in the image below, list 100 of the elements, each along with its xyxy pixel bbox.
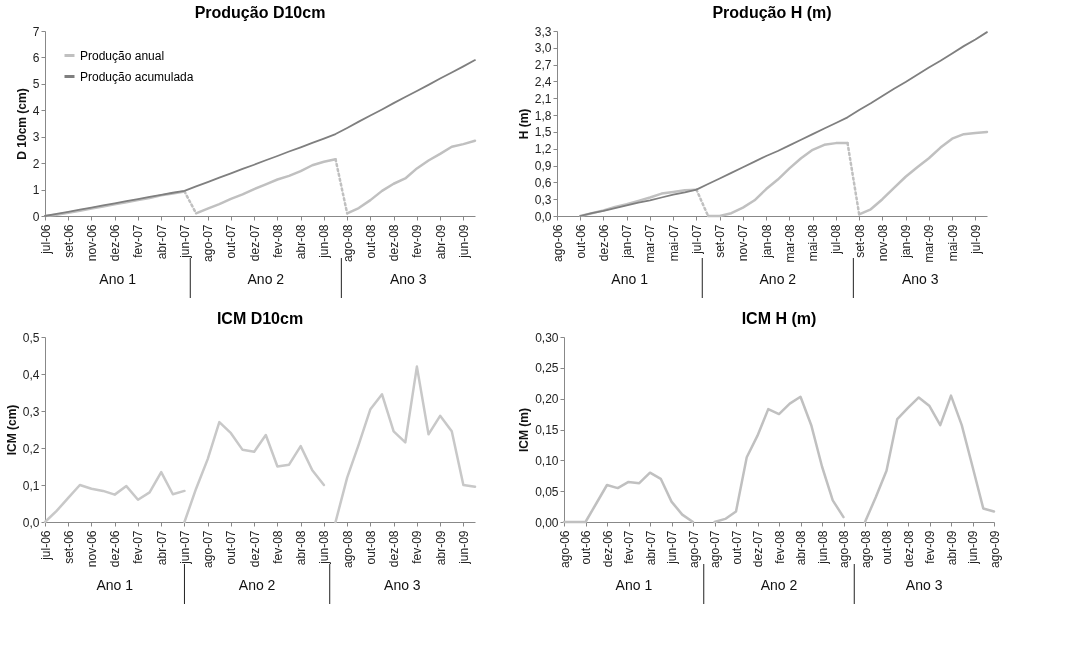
y-tick-label: 2,4 — [534, 74, 552, 89]
x-tick-label: mar-08 — [782, 224, 797, 263]
x-tick-label: jan-07 — [620, 224, 635, 259]
x-tick-label: jun-07 — [177, 530, 192, 565]
x-tick-label: set-06 — [61, 530, 76, 564]
x-tick-label: out-08 — [880, 530, 894, 565]
x-tick-label: abr-08 — [794, 530, 808, 566]
x-tick-label: ago-06 — [550, 224, 565, 262]
text: Ano 1 — [99, 271, 137, 287]
x-tick-label: nov-08 — [875, 224, 890, 262]
x-tick-label: dez-07 — [247, 530, 262, 568]
text: Ano 2 — [238, 577, 276, 593]
x-tick-label: set-07 — [713, 224, 728, 258]
y-tick-label: 7 — [32, 24, 40, 39]
x-tick-label: dez-08 — [901, 530, 916, 568]
x-tick-label: mar-09 — [922, 224, 937, 263]
x-tick-label: abr-07 — [154, 224, 169, 260]
x-tick-label: mai-08 — [806, 224, 821, 262]
x-tick-label: nov-06 — [84, 530, 99, 568]
x-tick-label: ago-08 — [837, 530, 851, 568]
chart-title: ICM H (m) — [741, 310, 817, 327]
x-tick-label: jul-06 — [38, 224, 53, 255]
x-tick-label: dez-06 — [596, 224, 611, 262]
text: Ano 3 — [384, 577, 421, 593]
y-tick-label: 3,0 — [534, 41, 552, 56]
x-tick-label: abr-07 — [154, 530, 169, 566]
text: Ano 2 — [247, 271, 285, 287]
y-tick-label: 2 — [32, 156, 40, 171]
line-series — [562, 471, 695, 524]
y-tick-label: 0,4 — [22, 367, 40, 382]
text: Ano 3 — [905, 577, 943, 593]
y-tick-label: 4 — [32, 103, 40, 118]
y-tick-label: 0,25 — [535, 361, 559, 376]
line-series — [713, 395, 845, 524]
x-tick-label: set-08 — [852, 224, 867, 258]
text: Ano 2 — [759, 271, 797, 287]
x-tick-label: jun-08 — [815, 530, 830, 565]
x-tick-label: ago-09 — [987, 530, 1002, 568]
x-tick-label: jun-09 — [966, 530, 980, 565]
y-tick-label: 0,0 — [22, 515, 40, 530]
y-axis-title: D 10cm (cm) — [14, 88, 29, 160]
y-axis-title: H (m) — [516, 108, 531, 140]
x-tick-label: jun-07 — [665, 530, 679, 565]
legend-label: Produção acumulada — [80, 69, 194, 84]
x-tick-label: ago-07 — [686, 530, 701, 568]
x-tick-label: fev-09 — [410, 530, 425, 564]
x-tick-label: nov-06 — [84, 224, 99, 262]
x-tick-label: fev-09 — [410, 224, 425, 258]
x-tick-label: out-07 — [729, 530, 744, 565]
x-tick-label: abr-09 — [433, 530, 448, 566]
chart-title: ICM D10cm — [216, 310, 304, 327]
x-tick-label: ago-07 — [201, 224, 216, 262]
y-tick-label: 0,9 — [534, 159, 552, 174]
y-tick-label: 0,0 — [534, 209, 552, 224]
x-tick-label: fev-08 — [270, 224, 285, 258]
x-tick-label: jun-08 — [317, 530, 332, 565]
x-tick-label: ago-08 — [340, 224, 355, 262]
y-tick-label: 0,1 — [22, 478, 40, 493]
line-series — [43, 470, 186, 524]
x-tick-label: jun-09 — [456, 530, 471, 565]
y-tick-label: 0,15 — [535, 423, 559, 437]
x-tick-label: jul-08 — [829, 224, 844, 255]
y-tick-label: 0,3 — [534, 192, 552, 207]
x-tick-label: abr-07 — [643, 530, 658, 566]
y-tick-label: 1 — [32, 183, 40, 198]
x-tick-label: dez-07 — [751, 530, 765, 568]
x-tick-label: fev-07 — [131, 530, 146, 564]
x-tick-label: fev-09 — [923, 530, 937, 564]
x-tick-label: abr-09 — [433, 224, 448, 260]
x-tick-label: fev-07 — [131, 224, 146, 258]
y-tick-label: 5 — [32, 77, 40, 92]
x-tick-label: jan-09 — [899, 224, 914, 259]
text: Ano 3 — [901, 271, 939, 287]
x-tick-label: abr-08 — [294, 224, 309, 260]
y-tick-label: 0,30 — [535, 330, 559, 345]
x-tick-label: dez-07 — [247, 224, 262, 262]
y-tick-label: 3,3 — [534, 24, 552, 39]
y-tick-label: 0,6 — [534, 175, 552, 190]
x-tick-label: out-07 — [224, 224, 239, 259]
x-tick-label: nov-07 — [736, 224, 751, 262]
x-tick-label: ago-08 — [340, 530, 355, 568]
y-tick-label: 6 — [32, 50, 40, 65]
x-tick-label: out-08 — [363, 224, 378, 259]
x-tick-label: fev-08 — [270, 530, 285, 564]
y-axis-title: ICM (m) — [517, 408, 532, 452]
x-tick-label: dez-06 — [108, 224, 123, 262]
line-series — [863, 394, 996, 524]
y-tick-label: 2,7 — [534, 58, 552, 73]
line-series — [334, 365, 477, 524]
x-tick-label: ago-06 — [557, 530, 572, 568]
x-tick-label: mar-07 — [643, 224, 658, 263]
y-tick-label: 3 — [32, 130, 40, 145]
y-tick-label: 0,10 — [535, 453, 559, 468]
y-axis-title: ICM (cm) — [4, 404, 19, 456]
x-tick-label: jul-07 — [689, 224, 704, 255]
y-tick-label: 0 — [32, 209, 40, 224]
text: Ano 1 — [96, 577, 134, 593]
x-tick-label: dez-06 — [108, 530, 123, 568]
y-tick-label: 2,1 — [534, 91, 552, 106]
y-tick-label: 0,2 — [22, 441, 40, 456]
